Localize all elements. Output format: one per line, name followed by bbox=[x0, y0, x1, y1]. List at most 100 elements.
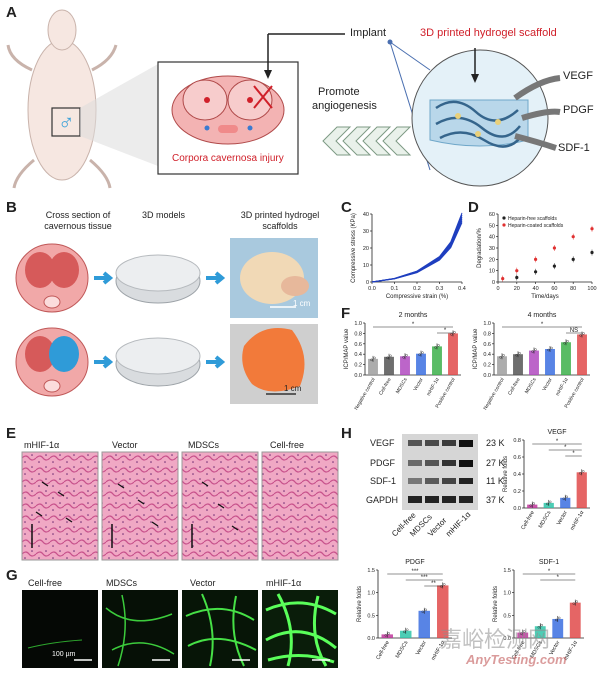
significance-annotation: * bbox=[541, 322, 544, 328]
legend-marker bbox=[502, 223, 506, 227]
y-tick-label: 20 bbox=[363, 246, 369, 252]
panel-label-a: A bbox=[6, 4, 17, 21]
replicate-dot bbox=[534, 348, 537, 351]
bar-3 bbox=[569, 602, 581, 638]
factor-sdf1: SDF-1 bbox=[558, 142, 590, 154]
replicate-dot bbox=[572, 602, 575, 605]
replicate-dot bbox=[418, 353, 421, 356]
legend-entry: Heparin-coated scaffolds bbox=[508, 223, 564, 229]
replicate-dot bbox=[402, 356, 405, 359]
category-label: Cell-free bbox=[520, 510, 536, 531]
replicate-dot bbox=[499, 356, 502, 359]
category-label: Negative control bbox=[353, 377, 376, 411]
blot-size-gapdh: 37 K bbox=[486, 495, 505, 505]
y-tick-label: 0.4 bbox=[354, 352, 362, 358]
significance-annotation: * bbox=[548, 569, 551, 575]
significance-annotation: * bbox=[564, 445, 567, 451]
y-tick-label: 40 bbox=[363, 212, 369, 218]
x-tick-label: 80 bbox=[570, 286, 576, 292]
category-label: Negative control bbox=[482, 377, 505, 411]
significance-annotation: * bbox=[557, 575, 560, 581]
significance-annotation: * bbox=[444, 328, 447, 334]
replicate-dot bbox=[529, 504, 532, 507]
vegf-relative-folds-chart: 0.0 0.2 0.4 0.6 0.8 Relative folds VEGF Cell-fr… bbox=[503, 429, 590, 532]
y-tick-label: 1.0 bbox=[354, 321, 362, 327]
y-tick-label: 1.0 bbox=[367, 591, 375, 597]
y-axis-label: Compressive stress (KPa) bbox=[351, 213, 357, 283]
bar-3 bbox=[437, 585, 449, 638]
g-label-mdscs: MDSCs bbox=[106, 578, 137, 588]
bar-1 bbox=[534, 626, 546, 638]
legend-entry: Heparin-free scaffolds bbox=[508, 216, 557, 222]
y-tick-label: 0 bbox=[492, 280, 495, 286]
y-tick-label: 0.5 bbox=[503, 613, 511, 619]
x-tick-label: 0.2 bbox=[413, 286, 421, 292]
promote-label: Promote bbox=[318, 86, 360, 98]
y-axis-label: ICP/MAP value bbox=[344, 328, 350, 369]
col3-header: 3D printed hydrogel scaffolds bbox=[230, 210, 330, 232]
bar-2 bbox=[400, 356, 410, 375]
3d-model-2 bbox=[115, 337, 201, 387]
replicate-dot bbox=[523, 630, 526, 633]
bar-2 bbox=[418, 610, 430, 638]
replicate-dot bbox=[502, 354, 505, 357]
g-scale-label: 100 µm bbox=[52, 651, 76, 658]
category-label: Vector bbox=[412, 377, 424, 393]
significance-annotation: ** bbox=[431, 581, 436, 587]
replicate-dot bbox=[582, 332, 585, 335]
significance-annotation: * bbox=[412, 322, 415, 328]
x-tick-label: 0 bbox=[496, 286, 499, 292]
y-tick-label: 0.0 bbox=[367, 636, 375, 642]
y-tick-label: 1.5 bbox=[367, 568, 375, 574]
x-tick-label: 60 bbox=[551, 286, 557, 292]
replicate-dot bbox=[389, 354, 392, 357]
replicate-dot bbox=[453, 331, 456, 334]
angiogenesis-label: angiogenesis bbox=[312, 100, 377, 112]
bar-4 bbox=[561, 342, 571, 375]
category-label: Cell-free bbox=[507, 377, 522, 397]
x-tick-label: 0.0 bbox=[368, 286, 376, 292]
category-label: MDSCs bbox=[395, 377, 409, 395]
x-tick-label: 40 bbox=[533, 286, 539, 292]
x-tick-label: 20 bbox=[514, 286, 520, 292]
replicate-dot bbox=[537, 626, 540, 629]
replicate-dot bbox=[421, 610, 424, 613]
y-tick-label: 0.8 bbox=[354, 331, 362, 337]
replicate-dot bbox=[520, 632, 523, 635]
watermark-cn: 嘉峪检测网 bbox=[440, 628, 551, 653]
panel-label-e: E bbox=[6, 425, 17, 442]
panel-label-g: G bbox=[6, 567, 18, 584]
x-axis-label: Compressive strain (%) bbox=[386, 294, 448, 300]
e-label-vector: Vector bbox=[112, 440, 138, 450]
blot-row-gapdh: GAPDH bbox=[366, 495, 399, 505]
y-tick-label: 0.6 bbox=[483, 342, 491, 348]
chart-title: 2 months bbox=[399, 312, 428, 319]
injury-label: Corpora cavernosa injury bbox=[172, 153, 284, 164]
y-axis-label: ICP/MAP value bbox=[473, 328, 479, 369]
y-axis-label: Relative folds bbox=[503, 456, 509, 492]
y-tick-label: 10 bbox=[489, 269, 495, 275]
stress-strain-curve bbox=[371, 222, 463, 283]
category-label: Vector bbox=[415, 640, 428, 657]
y-axis-label: Degradation/% bbox=[477, 227, 483, 267]
replicate-dot bbox=[450, 333, 453, 336]
implant-label: Implant bbox=[350, 27, 387, 39]
y-tick-label: 0 bbox=[366, 280, 369, 286]
y-tick-label: 30 bbox=[489, 246, 495, 252]
bar-2 bbox=[529, 350, 539, 375]
category-label: MDSCs bbox=[524, 377, 538, 395]
significance-annotation: *** bbox=[421, 575, 429, 581]
category-label: Vector bbox=[541, 377, 553, 393]
y-tick-label: 0.4 bbox=[483, 352, 491, 358]
icp-map-4-months-chart: 0.0 0.2 0.4 0.6 0.8 1.0 ICP/MAP value 4 months N… bbox=[473, 312, 590, 411]
col1-line2: cavernous tissue bbox=[44, 221, 112, 231]
he-stain-images bbox=[21, 451, 339, 561]
x-tick-label: 0.4 bbox=[458, 286, 466, 292]
e-label-mdscs: MDSCs bbox=[188, 440, 219, 450]
watermark-en: AnyTesting.com bbox=[466, 652, 567, 667]
replicate-dot bbox=[579, 472, 582, 475]
replicate-dot bbox=[384, 634, 387, 637]
panel-label-b: B bbox=[6, 199, 17, 216]
y-tick-label: 0.6 bbox=[354, 342, 362, 348]
replicate-dot bbox=[370, 358, 373, 362]
